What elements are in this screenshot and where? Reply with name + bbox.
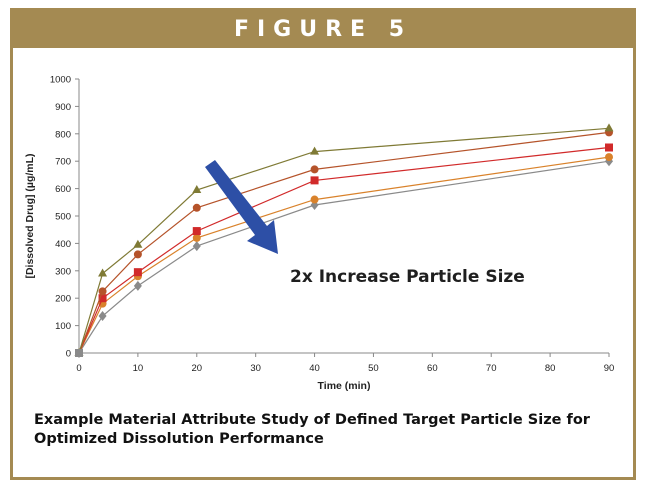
data-point [310,165,319,174]
annotation-label: 2x Increase Particle Size [290,267,525,287]
x-tick-label: 20 [191,363,202,374]
data-point [133,268,142,277]
origin-point [75,349,83,357]
data-point [133,250,142,259]
series-group [75,143,613,357]
x-tick-label: 10 [133,363,144,374]
series-line [78,131,610,354]
x-tick-label: 50 [368,363,379,374]
series-layer [74,123,614,358]
data-point [605,143,613,152]
figure-caption: Example Material Attribute Study of Defi… [34,412,590,447]
y-tick-label: 900 [55,102,71,113]
series-group [75,128,613,357]
x-tick-label: 60 [427,363,438,374]
x-tick-label: 30 [250,363,261,374]
x-tick-label: 70 [486,363,497,374]
y-tick-label: 100 [55,321,71,332]
y-tick-label: 800 [55,129,71,140]
y-tick-label: 300 [55,266,71,277]
y-tick-label: 500 [55,212,71,223]
series-line [78,160,610,354]
y-tick-label: 600 [55,184,71,195]
y-axis-label: [Dissolved Drug] (µg/mL) [24,153,36,278]
data-point [604,123,614,132]
series-group [75,153,613,357]
axes-layer: 0 100 200 300 400 500 600 700 800 900 1000 0 10 20 30 4… [24,75,614,393]
x-tick-label: 80 [545,363,556,374]
figure-frame: FIGURE 5 0 100 200 300 400 500 600 700 800 900 100… [10,8,636,480]
y-tick-label: 700 [55,157,71,168]
data-point [605,153,613,162]
data-point [310,195,319,204]
x-tick-label: 90 [604,363,615,374]
series-line [78,146,610,354]
data-point [133,239,143,248]
y-tick-label: 0 [66,349,71,360]
series-group [75,156,613,358]
figure-header: FIGURE 5 [13,11,633,48]
data-point [98,311,107,322]
series-line [78,156,610,354]
data-point [310,146,320,155]
chart-plot: 0 100 200 300 400 500 600 700 800 900 1000 0 10 20 30 4… [24,75,614,393]
data-point [133,280,142,291]
y-tick-label: 200 [55,294,71,305]
data-point [192,203,201,212]
x-tick-label: 0 [76,363,81,374]
data-point [98,287,107,296]
data-point [98,294,107,303]
x-axis-label: Time (min) [318,380,371,392]
series-line [78,127,610,354]
data-point [192,233,201,242]
y-tick-label: 400 [55,239,71,250]
data-point [192,227,201,236]
data-point [310,176,319,185]
y-tick-label: 1000 [50,75,71,86]
particle-size-arrow [205,160,278,254]
data-point [98,268,108,277]
data-point [192,184,202,193]
data-point [192,241,201,252]
annotation-layer: 2x Increase Particle Size [205,160,525,287]
series-group [74,123,614,356]
x-tick-label: 40 [309,363,320,374]
